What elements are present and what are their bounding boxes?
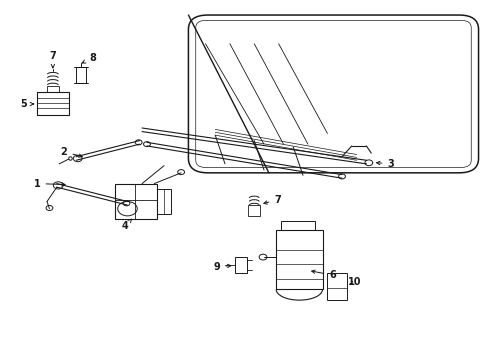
Text: 2: 2 (61, 147, 82, 157)
Bar (281, 221, 315, 230)
Text: 6: 6 (311, 270, 335, 280)
Bar (37, 92, 69, 116)
Text: 8: 8 (82, 53, 96, 63)
Text: 4: 4 (122, 219, 131, 231)
Text: 7: 7 (49, 51, 56, 68)
Bar (234, 257, 246, 273)
Text: 3: 3 (376, 159, 393, 169)
Bar (157, 189, 171, 214)
Text: 7: 7 (264, 195, 281, 205)
Bar (248, 205, 260, 216)
Bar (276, 230, 322, 289)
Bar (327, 273, 346, 300)
Text: 9: 9 (213, 262, 230, 272)
Text: 1: 1 (34, 179, 65, 189)
Text: 10: 10 (347, 277, 361, 287)
Text: 5: 5 (20, 99, 34, 109)
Bar (76, 67, 86, 83)
Bar (47, 86, 59, 92)
Bar (115, 184, 157, 220)
